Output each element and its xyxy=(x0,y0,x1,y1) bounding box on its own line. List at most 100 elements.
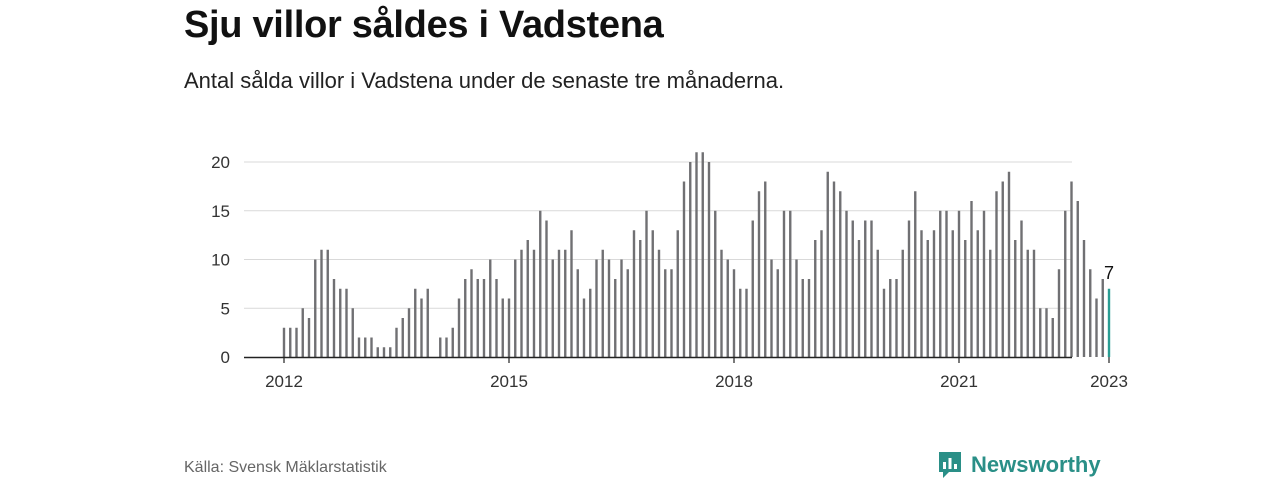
bar xyxy=(782,210,786,357)
bar xyxy=(807,279,811,357)
bar xyxy=(689,162,692,357)
bar xyxy=(532,249,536,357)
bar xyxy=(726,259,729,357)
bar xyxy=(389,347,392,357)
bar xyxy=(776,269,779,357)
bar xyxy=(339,288,342,357)
bar xyxy=(889,279,892,357)
bar xyxy=(707,162,711,357)
bar xyxy=(757,191,761,357)
bar xyxy=(614,279,617,357)
newsworthy-brand: Newsworthy xyxy=(937,449,1101,481)
bar xyxy=(1014,240,1017,357)
bar xyxy=(420,298,423,357)
bar xyxy=(857,240,861,357)
bar xyxy=(364,337,367,357)
bar xyxy=(376,347,379,357)
bar xyxy=(426,288,429,357)
bar xyxy=(876,249,879,357)
bar xyxy=(451,327,454,357)
bar xyxy=(307,318,311,357)
bar xyxy=(1007,171,1011,357)
bar xyxy=(501,298,504,357)
bar xyxy=(845,210,848,357)
newsworthy-logo-icon xyxy=(939,452,961,478)
bar xyxy=(720,249,723,357)
x-tick-label: 2018 xyxy=(715,372,753,391)
bar xyxy=(976,230,979,357)
bar xyxy=(864,220,867,357)
bar xyxy=(839,191,842,357)
bar xyxy=(789,210,792,357)
bar xyxy=(470,269,473,357)
bar xyxy=(964,240,967,357)
bar xyxy=(557,249,561,357)
bar xyxy=(1026,249,1029,357)
bar xyxy=(601,249,604,357)
bar xyxy=(345,288,348,357)
brand-name: Newsworthy xyxy=(971,452,1101,477)
bar xyxy=(970,201,973,357)
bar xyxy=(895,279,898,357)
bar xyxy=(901,249,904,357)
bar xyxy=(1101,279,1104,357)
bar xyxy=(920,230,923,357)
bar xyxy=(1070,181,1073,357)
x-tick-label: 2023 xyxy=(1090,372,1128,391)
bar xyxy=(814,240,817,357)
bar xyxy=(932,230,936,357)
bar xyxy=(639,240,642,357)
bar xyxy=(664,269,667,357)
bar xyxy=(732,269,736,357)
bar xyxy=(1039,308,1042,357)
chart-subtitle: Antal sålda villor i Vadstena under de s… xyxy=(184,68,785,93)
bar xyxy=(351,308,354,357)
bar-highlight xyxy=(1107,288,1111,357)
bar xyxy=(595,259,598,357)
bar xyxy=(320,249,323,357)
bar xyxy=(289,327,292,357)
bar-chart: 0 5 10 15 20 2012 2015 2018 2021 2023 7 xyxy=(211,152,1128,391)
bar xyxy=(545,220,548,357)
bar xyxy=(439,337,442,357)
bar xyxy=(957,210,961,357)
bar xyxy=(714,210,717,357)
bar xyxy=(282,327,286,357)
bar xyxy=(1082,240,1086,357)
bar xyxy=(401,318,404,357)
bar xyxy=(939,210,942,357)
x-tick-label: 2021 xyxy=(940,372,978,391)
bar xyxy=(332,279,336,357)
bar xyxy=(589,288,592,357)
bar xyxy=(620,259,623,357)
bar xyxy=(764,181,767,357)
bar xyxy=(832,181,836,357)
bar xyxy=(407,308,411,357)
bar xyxy=(576,269,579,357)
bar xyxy=(945,210,948,357)
bar xyxy=(695,152,698,357)
bar xyxy=(457,298,461,357)
bar xyxy=(882,288,886,357)
highlight-value-label: 7 xyxy=(1104,263,1114,283)
source-note: Källa: Svensk Mäklarstatistik xyxy=(184,459,387,476)
bar xyxy=(564,249,567,357)
bar xyxy=(1001,181,1004,357)
bar xyxy=(1051,318,1054,357)
bar xyxy=(1095,298,1098,357)
bar xyxy=(295,327,298,357)
y-tick-label: 15 xyxy=(211,202,230,221)
chart-title: Sju villor såldes i Vadstena xyxy=(184,4,664,46)
bar xyxy=(1064,210,1067,357)
bar xyxy=(395,327,398,357)
bar xyxy=(770,259,773,357)
bar xyxy=(682,181,686,357)
bar xyxy=(326,249,329,357)
bar xyxy=(870,220,873,357)
bar xyxy=(414,288,417,357)
bar xyxy=(482,279,486,357)
bar xyxy=(1020,220,1023,357)
x-tick-label: 2015 xyxy=(490,372,528,391)
bar xyxy=(626,269,629,357)
bar xyxy=(1032,249,1036,357)
